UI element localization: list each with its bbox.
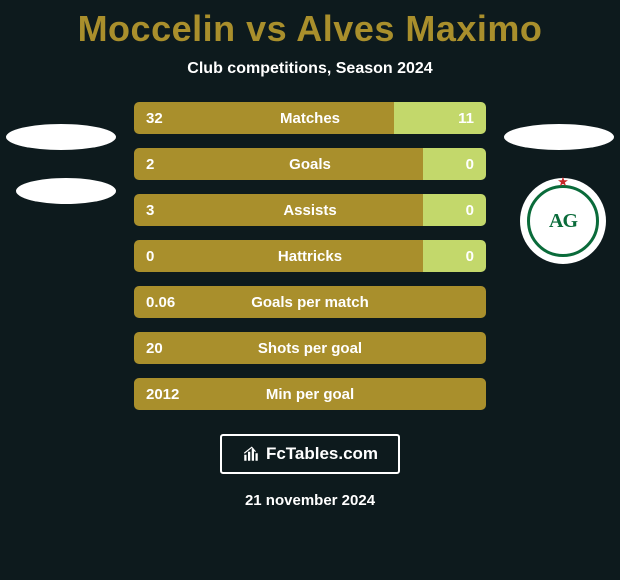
right-segment <box>423 148 486 180</box>
left-segment <box>134 378 486 410</box>
right-value: 0 <box>466 240 474 272</box>
left-value: 0 <box>146 240 154 272</box>
date-label: 21 november 2024 <box>245 492 375 509</box>
stat-row: 00Hattricks <box>134 240 486 272</box>
right-value: 0 <box>466 148 474 180</box>
left-segment <box>134 194 423 226</box>
left-value: 32 <box>146 102 163 134</box>
stat-row: 30Assists <box>134 194 486 226</box>
comparison-card: Moccelin vs Alves Maximo Club competitio… <box>0 0 620 580</box>
page-subtitle: Club competitions, Season 2024 <box>187 60 432 78</box>
page-title: Moccelin vs Alves Maximo <box>78 8 543 50</box>
right-segment <box>423 240 486 272</box>
chart-icon <box>242 445 260 463</box>
left-value: 0.06 <box>146 286 175 318</box>
left-segment <box>134 286 486 318</box>
stat-bars: 3211Matches20Goals30Assists00Hattricks0.… <box>0 102 620 410</box>
stat-row: 3211Matches <box>134 102 486 134</box>
left-segment <box>134 240 423 272</box>
left-value: 3 <box>146 194 154 226</box>
left-value: 2012 <box>146 378 179 410</box>
stat-row: 20Shots per goal <box>134 332 486 364</box>
stat-row: 2012Min per goal <box>134 378 486 410</box>
left-segment <box>134 332 486 364</box>
right-value: 0 <box>466 194 474 226</box>
left-segment <box>134 148 423 180</box>
stat-row: 20Goals <box>134 148 486 180</box>
brand-label: FcTables.com <box>266 444 378 464</box>
right-segment <box>423 194 486 226</box>
stat-row: 0.06Goals per match <box>134 286 486 318</box>
left-segment <box>134 102 394 134</box>
brand-box: FcTables.com <box>220 434 400 474</box>
left-value: 20 <box>146 332 163 364</box>
left-value: 2 <box>146 148 154 180</box>
right-value: 11 <box>458 102 474 134</box>
